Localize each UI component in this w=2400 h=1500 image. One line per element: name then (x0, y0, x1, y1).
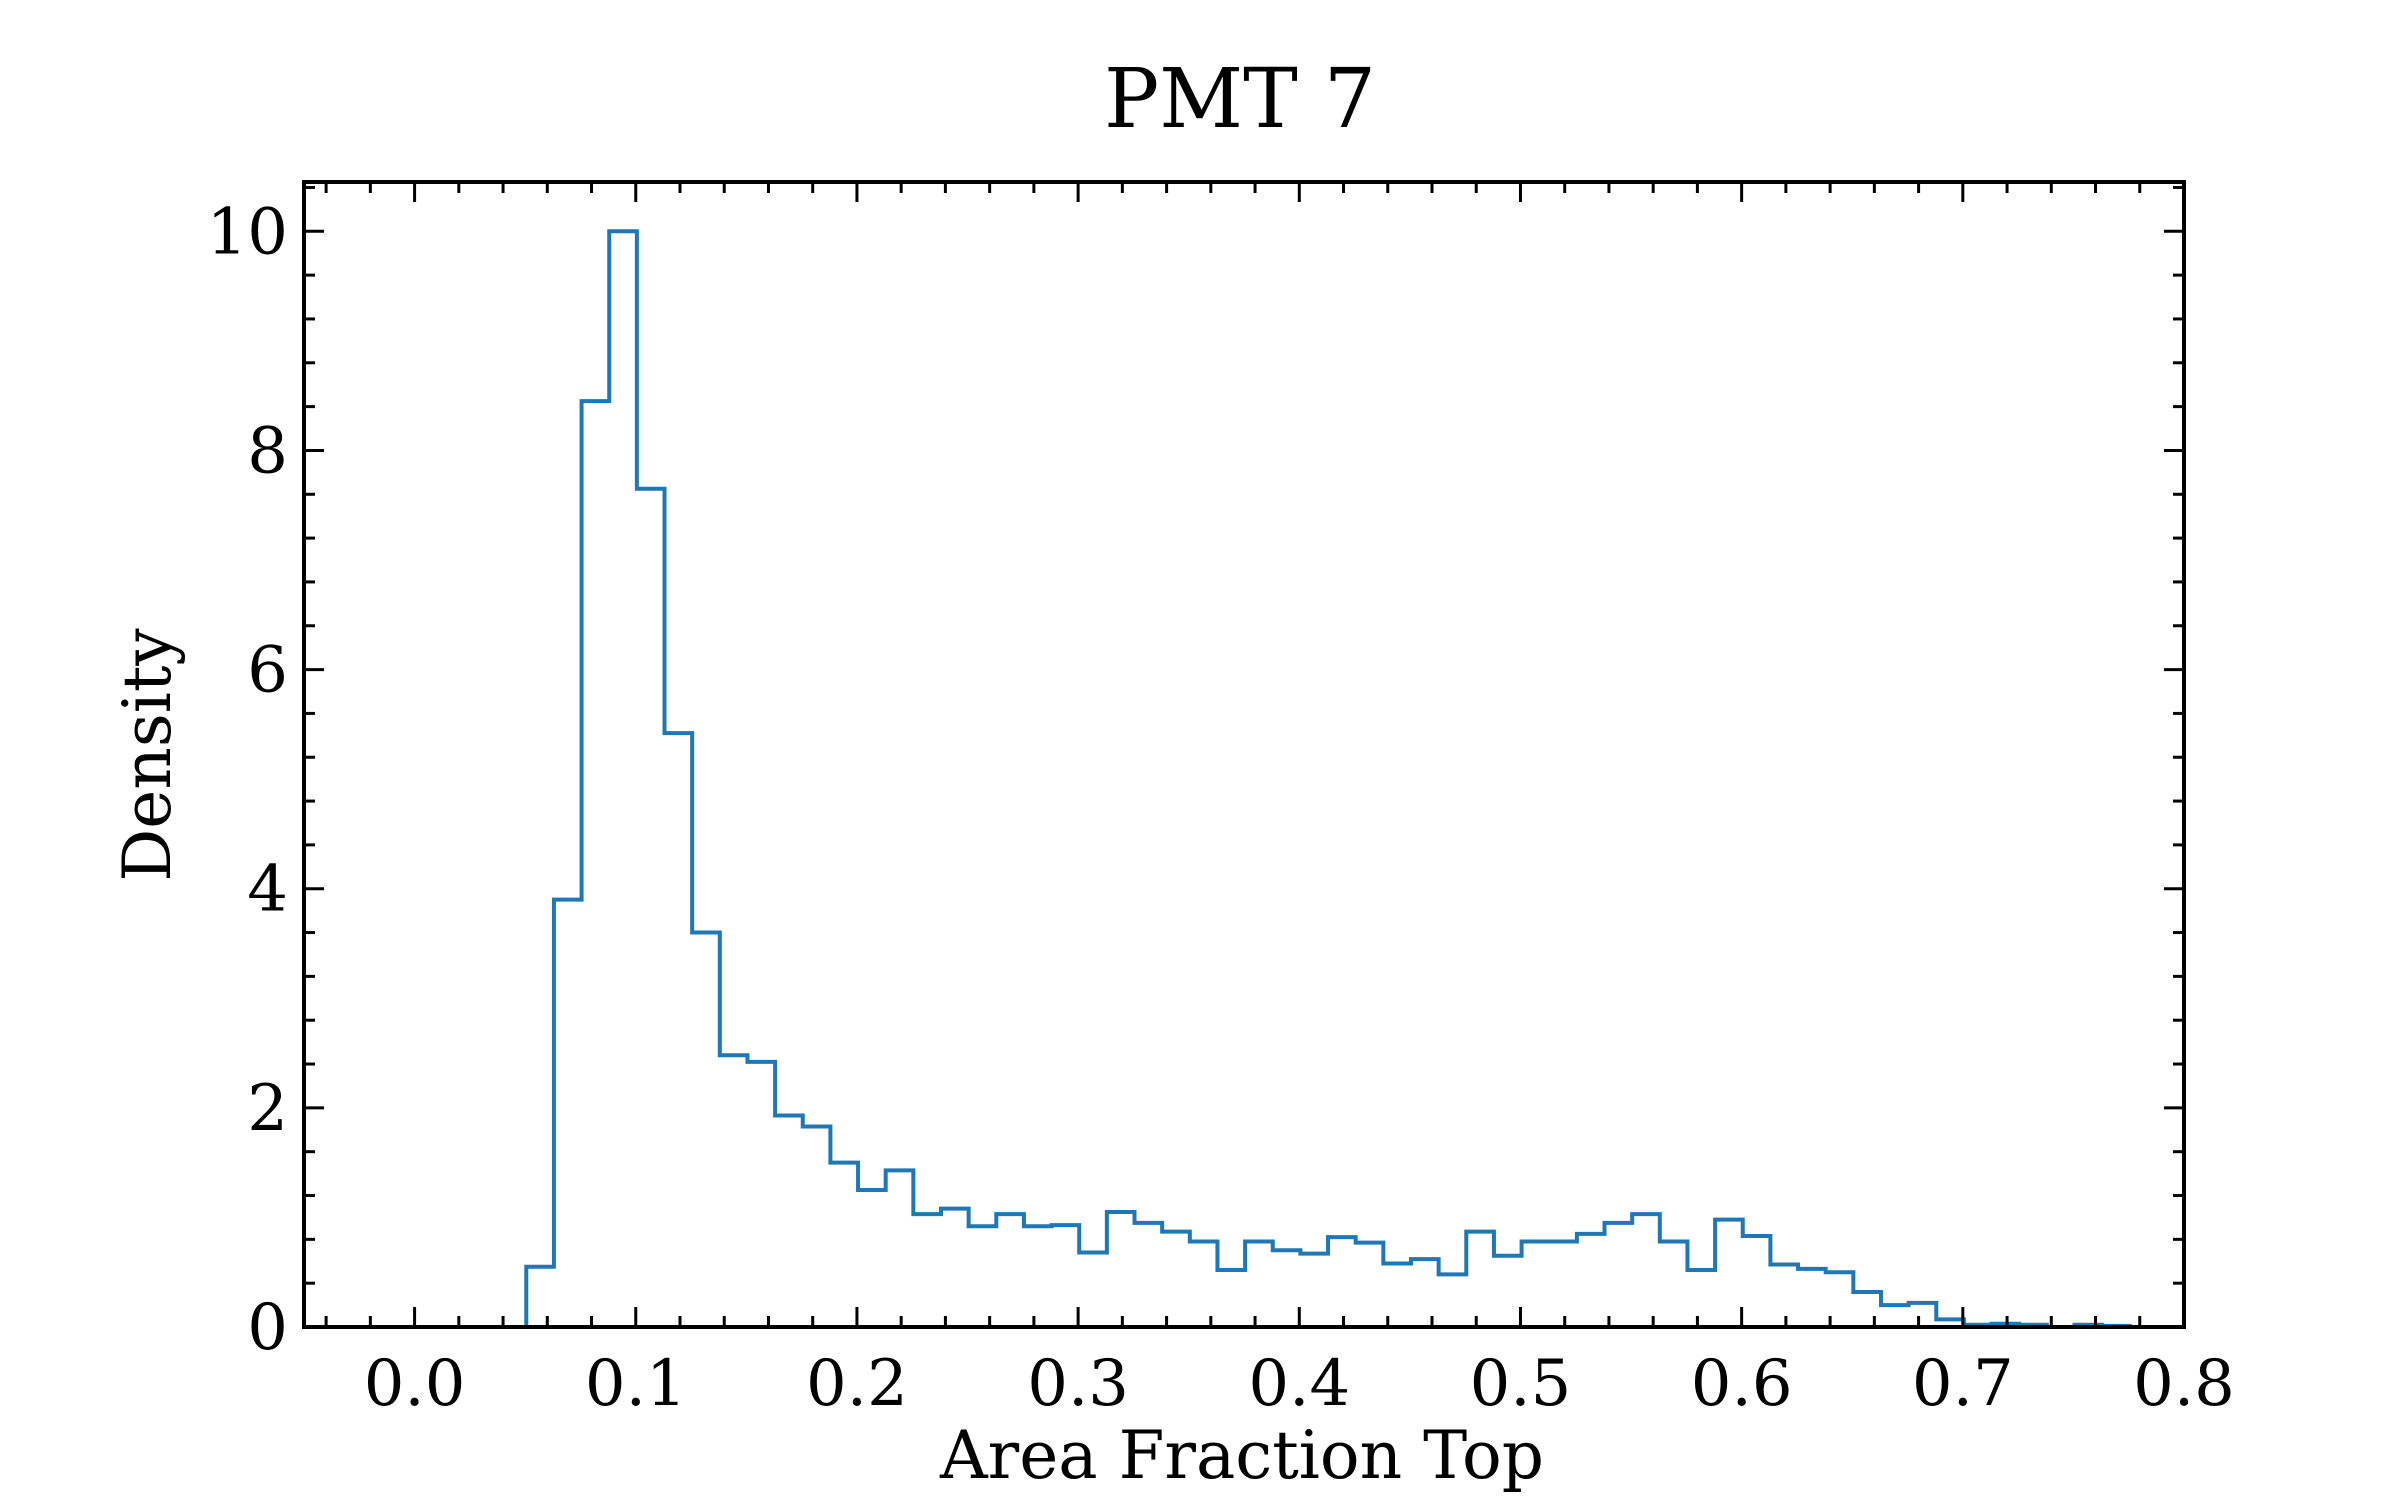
x-axis-label: Area Fraction Top (939, 1417, 1544, 1494)
x-tick-label: 0.5 (1470, 1347, 1572, 1421)
y-tick-label: 4 (247, 853, 288, 927)
y-tick-label: 0 (247, 1291, 288, 1365)
y-tick-label: 2 (247, 1072, 288, 1146)
plot-area: 0.0 0.1 0.2 0.3 0.4 0.5 0.6 0.7 0.8 0 2 4 6 8 10 (207, 182, 2235, 1421)
x-tick-label: 0.8 (2133, 1347, 2235, 1421)
x-tick-label: 0.6 (1691, 1347, 1793, 1421)
y-tick-label: 6 (247, 634, 288, 708)
chart-title: PMT 7 (1104, 52, 1376, 147)
y-tick-label: 10 (207, 195, 288, 269)
y-tick-label: 8 (247, 414, 288, 488)
x-tick-label: 0.7 (1912, 1347, 2014, 1421)
x-tick-label: 0.0 (364, 1347, 466, 1421)
y-axis-label: Density (109, 628, 186, 882)
x-tick-label: 0.1 (585, 1347, 687, 1421)
plot-frame (302, 180, 2186, 1329)
x-tick-label: 0.4 (1248, 1347, 1350, 1421)
histogram-outline (524, 229, 2132, 1329)
x-tick-label: 0.2 (806, 1347, 908, 1421)
x-tick-label: 0.3 (1027, 1347, 1129, 1421)
